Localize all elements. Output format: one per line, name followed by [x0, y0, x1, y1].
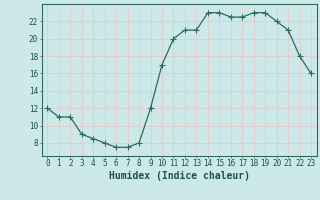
X-axis label: Humidex (Indice chaleur): Humidex (Indice chaleur)	[109, 171, 250, 181]
